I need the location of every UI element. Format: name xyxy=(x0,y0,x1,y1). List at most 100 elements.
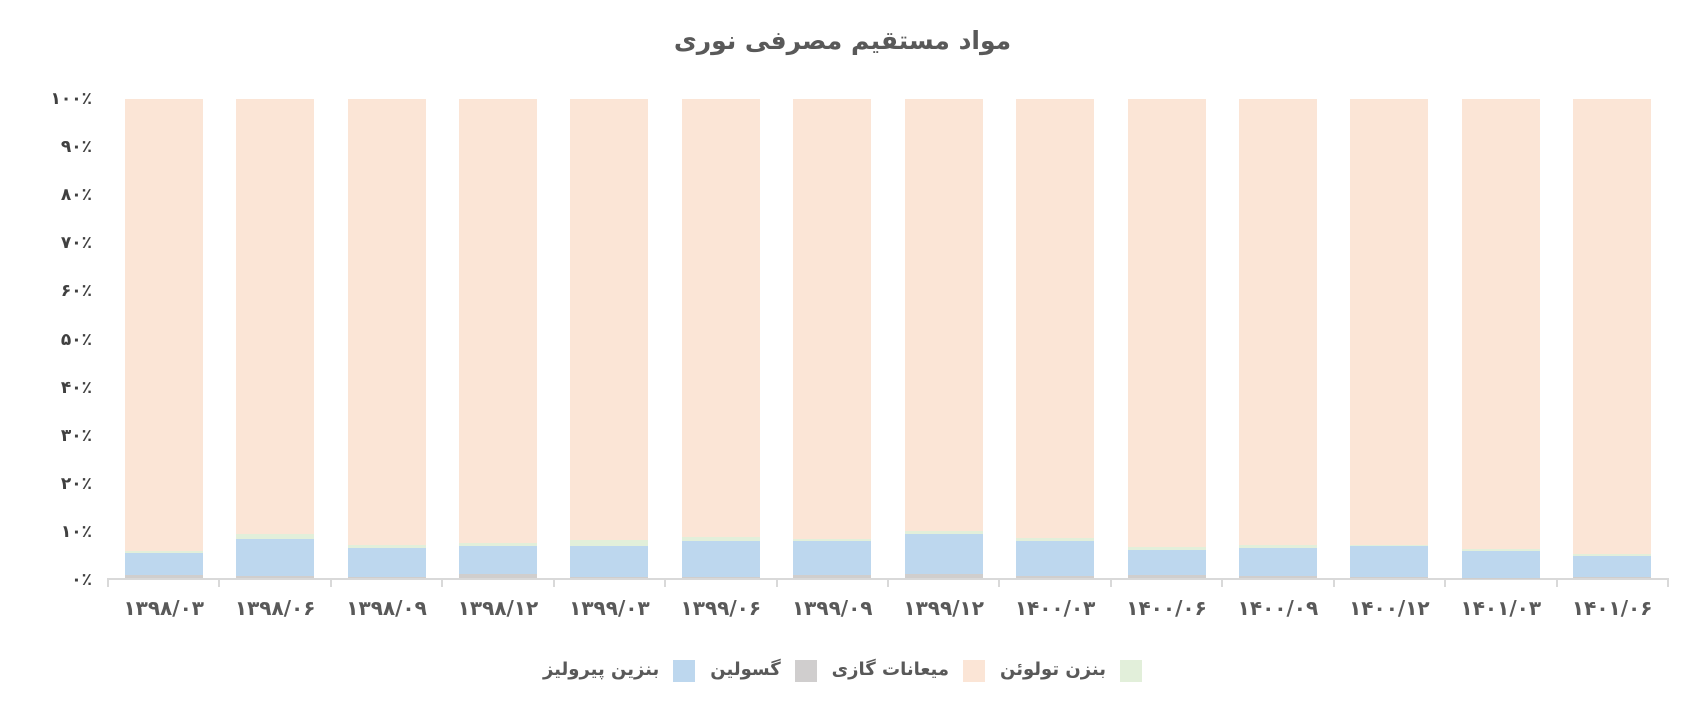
stacked-bar xyxy=(458,99,537,578)
legend-item[interactable]: میعانات گازی xyxy=(831,656,986,682)
x-category-label: ۱۴۰۰/۰۳ xyxy=(1014,596,1096,620)
legend-label: میعانات گازی xyxy=(831,658,950,680)
y-tick-label: ۵۰٪ xyxy=(60,329,92,350)
bar-slot xyxy=(777,99,888,578)
chart-title: مواد مستقیم مصرفی نوری xyxy=(673,26,1012,55)
bar-segment xyxy=(236,99,315,534)
bar-segment xyxy=(1461,99,1540,549)
stacked-bar xyxy=(124,99,203,578)
x-axis: ۱۳۹۸/۰۳ ۱۳۹۸/۰۶ ۱۳۹۸/۰۹ ۱۳۹۸/۱۲ ۱۳۹۹/۰۳ ۱۳۹۹/… xyxy=(108,580,1668,632)
bar-slot xyxy=(1334,99,1445,578)
legend-label: بنزن تولوئن xyxy=(1000,658,1107,680)
y-tick-label: ۰٪ xyxy=(71,570,92,590)
bar-segment xyxy=(904,99,983,532)
bar-segment xyxy=(347,547,426,577)
bar-segment xyxy=(1573,576,1652,578)
y-axis: ۰٪ ۱۰٪ ۲۰٪ ۳۰٪ ۴۰٪ ۵۰٪ ۶۰٪ ۷۰٪ ۸۰٪ ۹۰٪ ۱۰۰٪ xyxy=(18,89,108,590)
x-category-label: ۱۳۹۸/۱۲ xyxy=(457,596,539,620)
x-axis-tick xyxy=(441,578,444,587)
bar-slot xyxy=(108,99,219,578)
y-tick-label: ۱۰۰٪ xyxy=(50,89,92,109)
bar-segment xyxy=(458,574,537,578)
bar-segment xyxy=(458,546,537,575)
bar-slot xyxy=(331,99,442,578)
x-category-label: ۱۳۹۸/۰۶ xyxy=(234,596,316,620)
bar-segment xyxy=(570,545,649,577)
stacked-bar xyxy=(1573,99,1652,578)
bar-segment xyxy=(347,576,426,578)
stacked-bar xyxy=(570,99,649,578)
y-tick-label: ۶۰٪ xyxy=(60,281,92,302)
bar-segment xyxy=(1238,544,1317,548)
stacked-bar xyxy=(236,99,315,578)
bar-segment xyxy=(236,533,315,539)
x-axis-tick xyxy=(775,578,778,587)
bar-slot xyxy=(999,99,1110,578)
bar-slot xyxy=(1556,99,1667,578)
stacked-bar xyxy=(681,99,760,578)
plot-row: ۰٪ ۱۰٪ ۲۰٪ ۳۰٪ ۴۰٪ ۵۰٪ ۶۰٪ ۷۰٪ ۸۰٪ ۹۰٪ ۱۰۰٪ xyxy=(50,89,1669,590)
bar-slot xyxy=(442,99,553,578)
bar-segment xyxy=(1127,547,1206,550)
y-tick-label: ۲۰٪ xyxy=(60,473,92,494)
bar-segment xyxy=(1127,575,1206,578)
bar-slot xyxy=(1222,99,1333,578)
stacked-bar xyxy=(1127,99,1206,578)
bar-segment xyxy=(1127,549,1206,576)
bar-segment xyxy=(347,99,426,545)
bar-segment xyxy=(1573,99,1652,555)
bar-slot xyxy=(888,99,999,578)
legend-swatch xyxy=(794,660,817,682)
bar-slot xyxy=(1445,99,1556,578)
legend-swatch xyxy=(1120,660,1143,682)
bar-segment xyxy=(1350,546,1429,578)
bar-segment xyxy=(793,99,872,539)
x-axis-tick xyxy=(1332,578,1335,587)
legend-item[interactable]: بنزین پیرولیز xyxy=(543,656,696,682)
x-axis-tick xyxy=(998,578,1001,587)
x-category-label: ۱۴۰۰/۰۶ xyxy=(1126,596,1207,620)
bar-segment xyxy=(1016,540,1095,577)
bar-slot xyxy=(219,99,330,578)
y-tick-label: ۳۰٪ xyxy=(60,425,92,446)
x-axis-tick xyxy=(664,578,667,587)
stacked-bar xyxy=(904,99,983,578)
x-category-label: ۱۴۰۰/۱۲ xyxy=(1349,596,1430,620)
stacked-bar xyxy=(1238,99,1317,578)
legend-item[interactable]: گسولین xyxy=(710,656,817,682)
bar-segment xyxy=(570,99,649,540)
bar-segment xyxy=(904,533,983,575)
bar-segment xyxy=(570,576,649,578)
bar-slot xyxy=(554,99,665,578)
x-axis-tick xyxy=(1555,578,1558,587)
stacked-bar xyxy=(1016,99,1095,578)
x-category-label: ۱۳۹۹/۰۳ xyxy=(569,596,650,620)
bar-segment xyxy=(1127,99,1206,548)
bar-segment xyxy=(347,544,426,548)
y-tick-label: ۸۰٪ xyxy=(60,185,92,206)
stacked-bar xyxy=(347,99,426,578)
bar-segment xyxy=(793,575,872,578)
bar-segment xyxy=(681,99,760,538)
bar-segment xyxy=(793,541,872,576)
legend-swatch xyxy=(963,660,986,682)
x-axis-tick xyxy=(218,578,221,587)
x-category-label: ۱۴۰۱/۰۶ xyxy=(1571,596,1653,620)
bar-segment xyxy=(1238,576,1317,578)
x-category-label: ۱۴۰۰/۰۹ xyxy=(1237,596,1319,620)
bar-segment xyxy=(1461,551,1540,578)
x-axis-tick xyxy=(1221,578,1224,587)
y-tick-label: ۹۰٪ xyxy=(60,137,92,158)
bar-segment xyxy=(1573,554,1652,556)
bar-segment xyxy=(236,538,315,576)
legend-item[interactable]: بنزن تولوئن xyxy=(1000,656,1143,682)
bar-segment xyxy=(1238,547,1317,577)
bar-segment xyxy=(904,531,983,534)
y-tick-label: ۴۰٪ xyxy=(60,377,92,398)
bar-segment xyxy=(1350,99,1429,545)
bar-segment xyxy=(681,540,760,577)
bar-segment xyxy=(681,537,760,541)
legend: بنزن تولوئن میعانات گازی گسولین بنزین پیرول… xyxy=(0,656,1685,682)
bar-segment xyxy=(124,553,203,576)
